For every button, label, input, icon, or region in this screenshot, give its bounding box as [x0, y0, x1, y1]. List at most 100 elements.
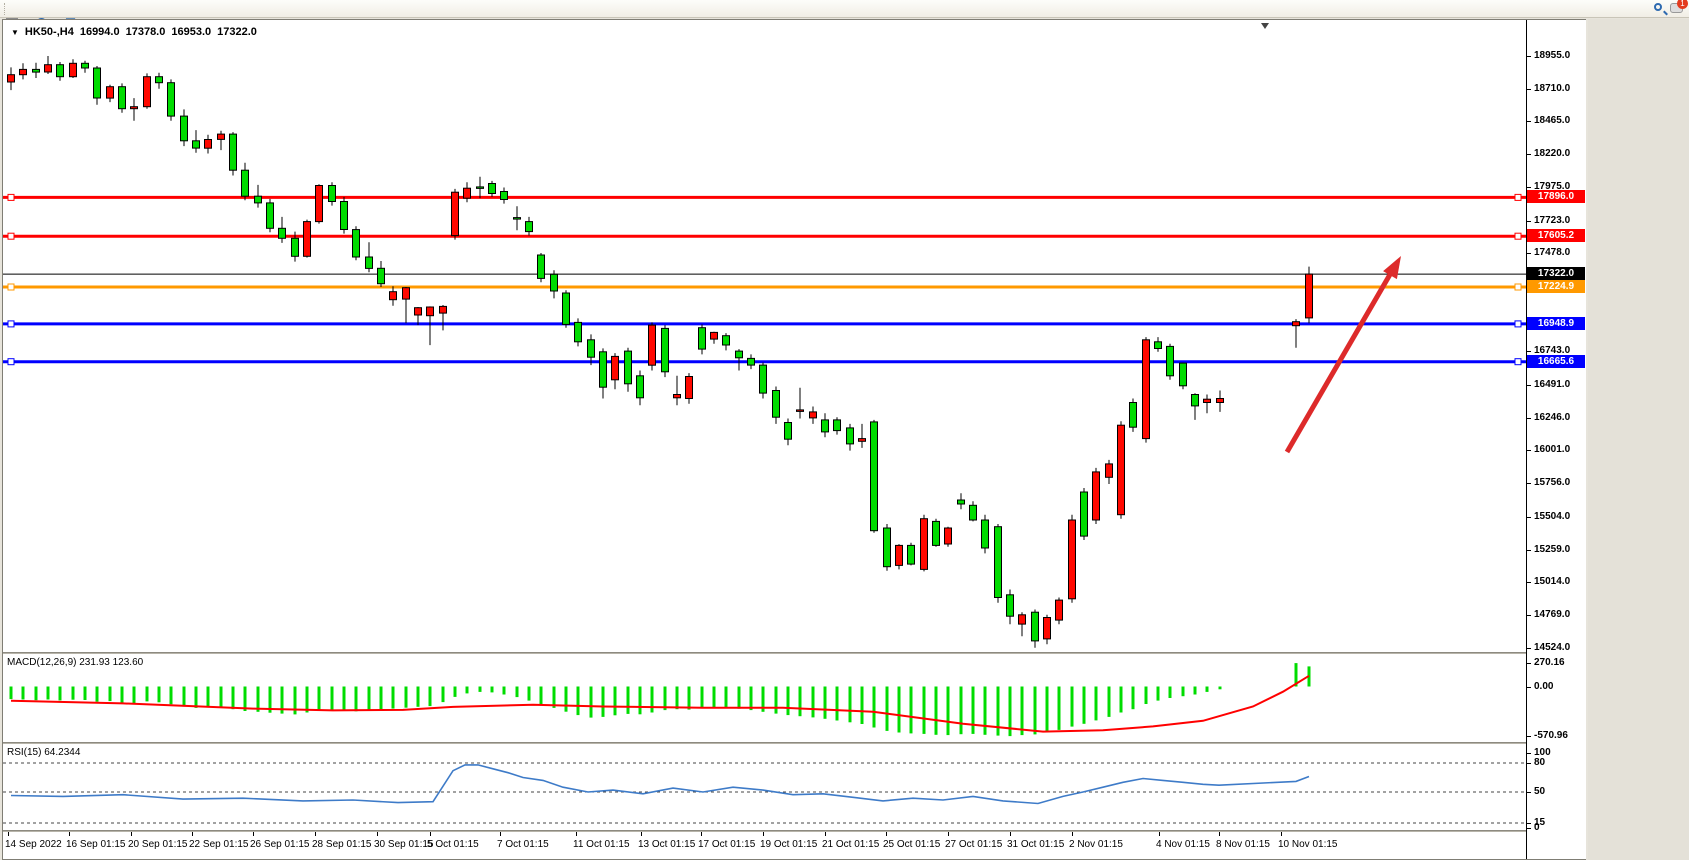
line-handle[interactable]	[1514, 320, 1522, 328]
auto-scroll-button[interactable]	[2, 0, 23, 2]
line-handle[interactable]	[1514, 283, 1522, 291]
time-tick	[377, 832, 378, 836]
price-tag-17322.0: 17322.0	[1527, 267, 1585, 280]
candle	[735, 349, 743, 371]
candle	[932, 518, 940, 547]
time-label: 17 Oct 01:15	[698, 839, 756, 850]
symbol-period-label: HK50-,H4	[24, 26, 74, 38]
axis-tick	[1527, 56, 1531, 57]
time-tick	[131, 832, 132, 836]
chart-shift-button[interactable]	[23, 0, 44, 2]
candle	[365, 242, 373, 273]
candle	[488, 180, 496, 197]
price-tick-label: 15504.0	[1534, 511, 1571, 522]
chart-shift-marker[interactable]	[1261, 23, 1269, 29]
rsi-scale-label: 0	[1534, 822, 1540, 833]
candle	[1203, 394, 1211, 414]
time-tick	[701, 832, 702, 836]
rsi-panel[interactable]: RSI(15) 64.2344	[3, 744, 1526, 830]
candle	[698, 324, 706, 355]
macd-chart	[9, 663, 1311, 737]
line-handle[interactable]	[7, 193, 15, 201]
price-scale[interactable]: 18955.0 18710.0 18465.0 18220.0 17975.0 17723…	[1526, 20, 1586, 859]
search-icon[interactable]	[1654, 3, 1662, 11]
axis-tick	[1527, 687, 1531, 688]
time-tick	[1219, 832, 1220, 836]
rsi-chart	[3, 762, 1526, 824]
candle	[402, 287, 410, 324]
panel-splitter[interactable]	[3, 830, 1526, 832]
time-label: 4 Nov 01:15	[1156, 839, 1210, 850]
chart-title: ▼ HK50-,H4 16994.0 17378.0 16953.0 17322…	[11, 26, 257, 38]
candle	[278, 216, 286, 243]
time-tick	[253, 832, 254, 836]
axis-tick	[1527, 253, 1531, 254]
candle	[611, 353, 619, 390]
candlestick-chart	[3, 23, 1526, 648]
time-label: 14 Sep 2022	[5, 839, 62, 850]
panel-splitter[interactable]	[3, 652, 1526, 654]
axis-tick	[1527, 351, 1531, 352]
time-label: 2 Nov 01:15	[1069, 839, 1123, 850]
candle	[809, 406, 817, 424]
time-label: 16 Sep 01:15	[66, 839, 126, 850]
candle	[833, 417, 841, 435]
line-handle[interactable]	[1514, 358, 1522, 366]
time-tick	[500, 832, 501, 836]
candle	[204, 134, 212, 154]
candle	[1292, 319, 1300, 348]
time-tick	[763, 832, 764, 836]
line-handle[interactable]	[7, 320, 15, 328]
panel-splitter[interactable]	[3, 742, 1526, 744]
macd-panel[interactable]: MACD(12,26,9) 231.93 123.60	[3, 654, 1526, 742]
price-tick-label: 15756.0	[1534, 477, 1571, 488]
axis-tick	[1527, 615, 1531, 616]
time-tick	[1010, 832, 1011, 836]
axis-tick	[1527, 154, 1531, 155]
axis-tick	[1527, 483, 1531, 484]
time-axis[interactable]: 14 Sep 2022 16 Sep 01:15 20 Sep 01:15 22 Se…	[3, 832, 1526, 859]
axis-tick	[1527, 648, 1531, 649]
axis-tick	[1527, 89, 1531, 90]
candle	[81, 60, 89, 73]
line-handle[interactable]	[7, 358, 15, 366]
collapse-icon[interactable]: ▼	[11, 27, 19, 37]
rsi-scale-label: 15	[1534, 817, 1546, 828]
axis-tick	[1527, 753, 1531, 754]
candle	[1191, 393, 1199, 420]
time-label: 25 Oct 01:15	[883, 839, 941, 850]
line-handle[interactable]	[7, 232, 15, 240]
price-tag-17605.2: 17605.2	[1527, 229, 1585, 242]
candle	[32, 62, 40, 78]
candle	[106, 84, 114, 103]
price-tick-label: 18465.0	[1534, 115, 1571, 126]
notifications-icon[interactable]: 1	[1670, 0, 1688, 13]
time-label: 10 Nov 01:15	[1278, 839, 1338, 850]
line-handle[interactable]	[1514, 193, 1522, 201]
line-handle[interactable]	[1514, 232, 1522, 240]
candle	[994, 524, 1002, 603]
main-toolbar: 新订单自动交易▼▼▼▼M1M5M15M30H1H4D1W1MN 1	[0, 0, 1689, 121]
candle	[537, 253, 545, 283]
trend-arrow-annotation[interactable]	[1284, 269, 1395, 454]
toolbar-right: 1	[1654, 0, 1688, 13]
time-label: 21 Oct 01:15	[822, 839, 880, 850]
candle	[648, 322, 656, 371]
toolbar-separator	[4, 2, 5, 15]
candle	[229, 132, 237, 176]
candle	[784, 418, 792, 446]
candle	[1043, 614, 1051, 645]
candle	[1031, 609, 1039, 648]
time-label: 28 Sep 01:15	[312, 839, 372, 850]
price-tick-label: 18955.0	[1534, 50, 1571, 61]
line-handle[interactable]	[7, 283, 15, 291]
time-tick	[315, 832, 316, 836]
trend-arrow-head	[1383, 256, 1401, 280]
candle	[476, 176, 484, 199]
time-label: 8 Nov 01:15	[1216, 839, 1270, 850]
open-value: 16994.0	[79, 26, 120, 38]
candle	[513, 206, 521, 231]
price-panel[interactable]: ▼ HK50-,H4 16994.0 17378.0 16953.0 17322…	[3, 20, 1526, 652]
candle	[759, 362, 767, 399]
candle	[167, 79, 175, 121]
